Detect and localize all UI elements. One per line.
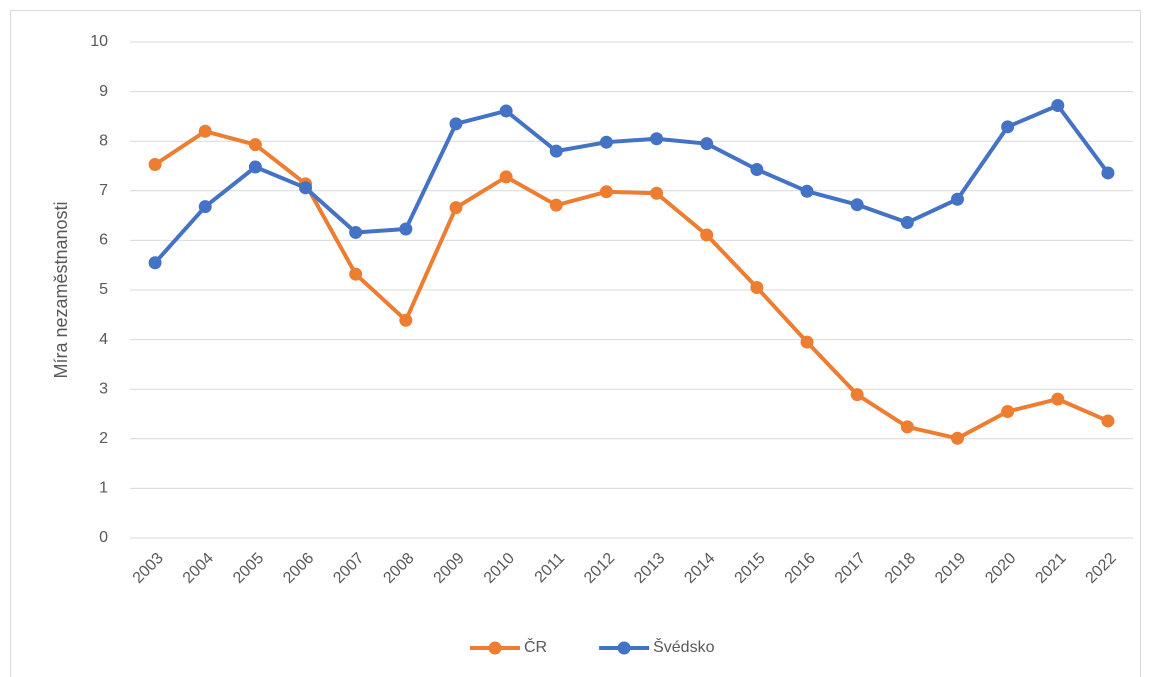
x-tick-label: 2013: [631, 550, 668, 587]
x-tick-label: 2021: [1032, 550, 1069, 587]
data-point: [700, 228, 714, 242]
data-point: [650, 186, 664, 200]
y-tick-label: 1: [99, 480, 108, 497]
x-tick-label: 2009: [431, 550, 468, 587]
legend-marker: [488, 641, 502, 655]
data-point: [1051, 98, 1065, 112]
x-tick-label: 2003: [130, 550, 167, 587]
data-point: [449, 201, 463, 215]
y-tick-label: 2: [99, 430, 108, 447]
y-tick-label: 4: [99, 331, 108, 348]
data-point: [148, 158, 162, 172]
y-tick-label: 0: [99, 529, 108, 546]
x-tick-label: 2007: [330, 550, 367, 587]
data-point: [750, 281, 764, 295]
data-point: [148, 256, 162, 270]
data-point: [248, 160, 262, 174]
data-point: [900, 420, 914, 434]
data-point: [549, 144, 563, 158]
data-point: [950, 431, 964, 445]
x-tick-label: 2005: [230, 550, 267, 587]
data-point: [599, 135, 613, 149]
chart-border: [10, 10, 1141, 677]
data-point: [650, 132, 664, 146]
y-tick-label: 9: [99, 83, 108, 100]
data-point: [850, 388, 864, 402]
data-point: [900, 216, 914, 230]
x-tick-label: 2008: [380, 550, 417, 587]
data-point: [1001, 120, 1015, 134]
x-tick-label: 2014: [681, 550, 718, 587]
data-point: [399, 313, 413, 327]
data-point: [248, 138, 262, 152]
x-tick-label: 2015: [731, 550, 768, 587]
legend-label: ČR: [524, 637, 547, 656]
data-point: [349, 267, 363, 281]
data-point: [1051, 392, 1065, 406]
data-point: [399, 222, 413, 236]
x-tick-label: 2018: [882, 550, 919, 587]
x-tick-label: 2022: [1083, 550, 1120, 587]
legend-label: Švédsko: [653, 637, 714, 656]
x-tick-label: 2016: [782, 550, 819, 587]
x-tick-label: 2006: [280, 550, 317, 587]
data-point: [499, 170, 513, 184]
x-tick-label: 2010: [481, 550, 518, 587]
legend-marker: [617, 641, 631, 655]
data-point: [499, 104, 513, 118]
y-tick-label: 5: [99, 281, 108, 298]
x-tick-label: 2017: [832, 550, 869, 587]
data-point: [750, 162, 764, 176]
x-tick-label: 2012: [581, 550, 618, 587]
data-point: [800, 335, 814, 349]
data-point: [1001, 405, 1015, 419]
y-axis-title: Míra nezaměstnanosti: [51, 201, 71, 378]
series-line: [153, 103, 1110, 265]
data-point: [700, 137, 714, 151]
data-point: [449, 117, 463, 131]
y-tick-label: 7: [99, 182, 108, 199]
x-tick-label: 2019: [932, 550, 969, 587]
data-point: [1101, 166, 1115, 180]
y-tick-label: 6: [99, 232, 108, 249]
data-point: [599, 185, 613, 199]
y-tick-label: 8: [99, 132, 108, 149]
x-tick-label: 2004: [180, 550, 217, 587]
data-point: [1101, 414, 1115, 428]
y-tick-label: 10: [90, 33, 108, 50]
data-point: [299, 181, 313, 195]
data-point: [198, 124, 212, 138]
y-tick-label: 3: [99, 380, 108, 397]
x-tick-label: 2011: [532, 550, 568, 586]
data-point: [950, 192, 964, 206]
data-point: [850, 198, 864, 212]
series-line: [153, 129, 1109, 441]
data-point: [549, 198, 563, 212]
data-point: [800, 184, 814, 198]
data-point: [349, 225, 363, 239]
x-tick-label: 2020: [982, 550, 1019, 587]
data-point: [198, 200, 212, 214]
